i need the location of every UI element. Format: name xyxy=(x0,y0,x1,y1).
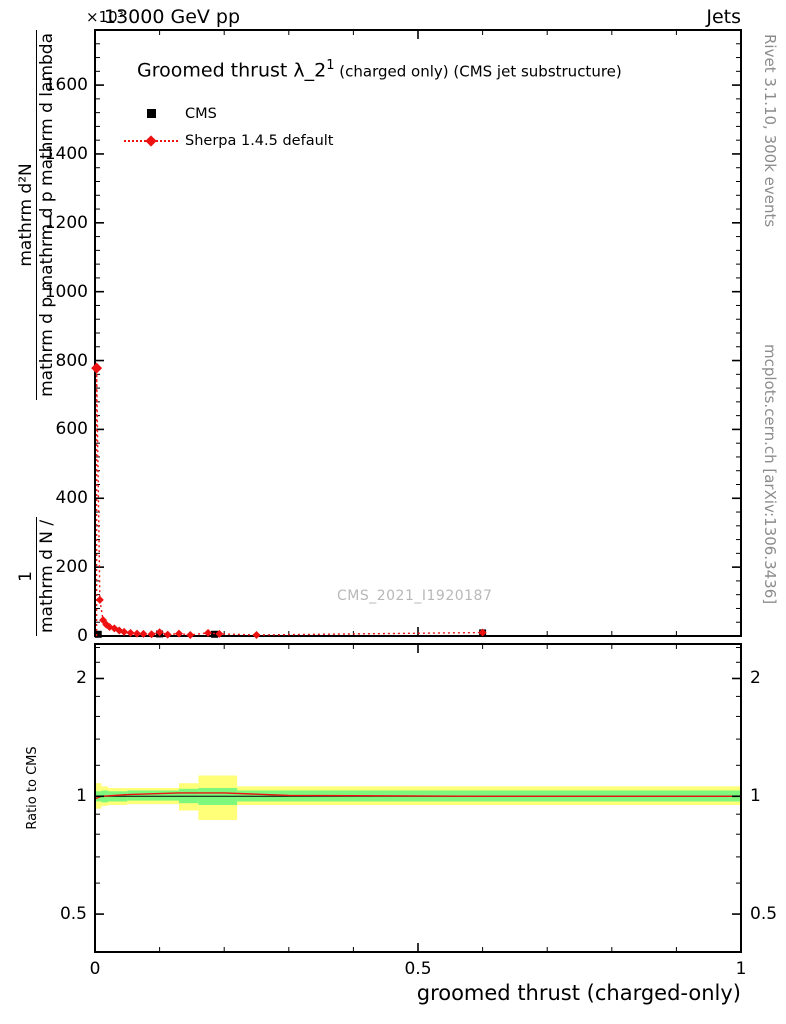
beam-energy-label: 13000 GeV pp xyxy=(104,6,241,28)
sherpa-data-point xyxy=(174,629,183,638)
legend-item-sherpa: Sherpa 1.4.5 default xyxy=(122,127,334,154)
ratio-y-axis-label: Ratio to CMS xyxy=(25,746,40,830)
y-axis-scale-label: ×10³ xyxy=(86,8,124,26)
sherpa-data-point xyxy=(155,628,164,637)
sherpa-data-point xyxy=(126,628,135,637)
ylabel-frac2-numerator: mathrm d²N xyxy=(16,30,37,400)
sherpa-data-point xyxy=(163,630,172,639)
sherpa-data-point xyxy=(478,628,487,637)
ylabel-frac1-numerator: 1 xyxy=(16,516,37,636)
analysis-id-watermark: CMS_2021_I1920187 xyxy=(337,588,493,604)
ylabel-frac1-denominator: mathrm d N / xyxy=(37,519,57,633)
cms-data-point xyxy=(94,630,102,638)
sherpa-dotted-line-icon xyxy=(124,134,178,147)
mcplots-arxiv-note: mcplots.cern.ch [arXiv:1306.3436] xyxy=(761,344,779,605)
sherpa-data-point xyxy=(215,629,224,638)
cms-square-marker-icon xyxy=(146,109,156,118)
main-y-axis-label: 1 mathrm d N / mathrm d²N mathrm d p mat… xyxy=(16,30,57,636)
sherpa-data-point xyxy=(139,629,148,638)
legend: CMS Sherpa 1.4.5 default xyxy=(122,100,334,154)
legend-label-sherpa: Sherpa 1.4.5 default xyxy=(185,132,334,149)
sherpa-data-point xyxy=(186,630,195,639)
ylabel-fraction-1: 1 mathrm d N / xyxy=(16,516,57,636)
mc-uncertainty-band xyxy=(127,790,179,801)
x-axis-label: groomed thrust (charged-only) xyxy=(416,981,741,1005)
sherpa-data-point xyxy=(147,630,156,639)
ylabel-fraction-2: mathrm d²N mathrm d p mathrm d p mathrm … xyxy=(16,30,57,400)
analysis-group-label: Jets xyxy=(706,6,741,28)
sherpa-data-point xyxy=(204,628,213,637)
rivet-version-note: Rivet 3.1.10, 300k events xyxy=(761,34,779,228)
sherpa-data-point xyxy=(132,629,141,638)
plot-title-suffix: (charged only) (CMS jet substructure) xyxy=(334,62,622,81)
legend-item-cms: CMS xyxy=(122,100,334,127)
plot-title-main: Groomed thrust λ_2 xyxy=(137,59,327,82)
plot-title: Groomed thrust λ_21 (charged only) (CMS … xyxy=(137,58,622,81)
sherpa-ratio-line xyxy=(94,792,741,800)
sherpa-marker-cell xyxy=(122,134,180,147)
legend-label-cms: CMS xyxy=(185,105,217,122)
ylabel-frac2-denominator: mathrm d p mathrm d p mathrm d lambda xyxy=(37,33,57,397)
sherpa-data-point xyxy=(91,362,103,374)
sherpa-data-point xyxy=(95,595,104,604)
sherpa-data-point xyxy=(252,630,261,639)
cms-data-point xyxy=(211,630,219,638)
sherpa-diamond-marker-icon xyxy=(145,134,157,147)
plot-title-superscript: 1 xyxy=(326,58,335,73)
cms-marker-cell xyxy=(122,109,180,118)
sherpa-data-point xyxy=(120,627,129,636)
